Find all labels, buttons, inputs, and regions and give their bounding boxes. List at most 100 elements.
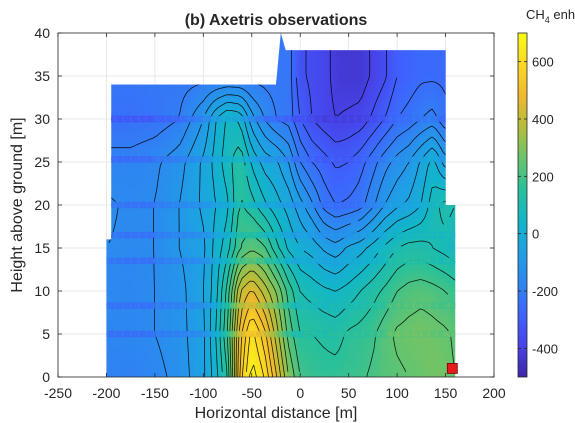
field-cell [152, 196, 156, 202]
field-cell [193, 183, 197, 189]
field-cell [152, 368, 156, 374]
field-cell [246, 166, 250, 171]
field-cell [208, 316, 211, 322]
field-cell [242, 325, 245, 331]
field-cell [191, 136, 195, 141]
field-cell [157, 153, 161, 159]
field-cell [142, 239, 146, 245]
field-cell [171, 97, 175, 103]
field-cell [249, 166, 253, 171]
field-cell [198, 338, 202, 343]
field-cell [133, 170, 136, 176]
field-cell [234, 226, 238, 232]
field-cell [225, 222, 228, 227]
field-cell [217, 183, 221, 189]
field-cell [154, 273, 158, 279]
field-cell [154, 364, 158, 369]
field-cell [244, 149, 248, 154]
field-cell [251, 187, 255, 193]
field-cell [251, 217, 255, 223]
field-cell [220, 131, 224, 137]
field-cell [154, 243, 158, 249]
field-cell [208, 299, 211, 305]
field-cell [123, 84, 127, 90]
field-cell [169, 278, 173, 283]
field-cell [123, 136, 127, 141]
field-cell [183, 166, 187, 171]
field-cell [157, 308, 161, 313]
field-cell [191, 252, 195, 257]
field-cell [208, 106, 211, 111]
field-cell [210, 187, 214, 193]
field-cell [179, 153, 182, 159]
field-cell [183, 308, 187, 313]
field-cell [135, 291, 139, 296]
field-cell [154, 166, 158, 171]
field-cell [251, 222, 255, 227]
field-cell [108, 346, 112, 352]
field-cell [137, 291, 141, 296]
field-cell [135, 127, 139, 133]
field-cell [113, 308, 117, 313]
field-cell [106, 338, 110, 343]
field-cell [152, 162, 156, 167]
field-cell [188, 243, 192, 249]
field-cell [246, 308, 250, 313]
field-cell [246, 325, 250, 331]
field-cell [205, 110, 209, 116]
field-cell [123, 299, 127, 305]
field-cell [254, 136, 258, 141]
field-cell [181, 174, 185, 180]
field-cell [208, 162, 211, 167]
field-cell [130, 265, 134, 270]
field-cell [217, 355, 221, 361]
field-cell [157, 282, 161, 288]
field-cell [157, 123, 161, 128]
field-cell [120, 342, 124, 348]
field-cell [142, 127, 146, 133]
field-cell [150, 213, 153, 219]
field-cell [157, 346, 161, 352]
field-cell [150, 359, 153, 365]
field-cell [193, 149, 197, 154]
field-cell [169, 106, 173, 111]
field-cell [152, 308, 156, 313]
field-cell [229, 243, 233, 249]
field-cell [198, 372, 202, 377]
field-cell [188, 299, 192, 305]
field-cell [137, 144, 141, 150]
field-cell [249, 239, 253, 245]
field-cell [171, 84, 175, 90]
field-cell [210, 355, 214, 361]
field-cell [142, 144, 146, 150]
field-cell [179, 269, 182, 275]
field-cell [234, 239, 238, 245]
field-cell [183, 222, 187, 227]
field-cell [174, 97, 178, 103]
field-cell [210, 93, 214, 98]
field-cell [140, 351, 144, 356]
field-cell [237, 269, 241, 275]
field-cell [213, 273, 216, 279]
field-cell [118, 140, 122, 146]
field-cell [217, 372, 221, 377]
field-cell [200, 149, 204, 154]
field-cell [200, 364, 204, 369]
field-cell [244, 364, 248, 369]
field-cell [130, 174, 134, 180]
field-cell [183, 351, 187, 356]
field-cell [130, 286, 134, 292]
field-cell [215, 209, 219, 214]
field-cell [244, 162, 248, 167]
field-cell [128, 101, 132, 107]
field-cell [179, 183, 182, 189]
field-cell [193, 316, 197, 322]
field-cell [116, 136, 119, 141]
field-cell [157, 295, 161, 300]
field-cell [225, 123, 228, 128]
field-cell [254, 196, 258, 202]
field-cell [133, 209, 136, 214]
field-cell [232, 93, 236, 98]
field-cell [232, 127, 236, 133]
field-cell [242, 131, 245, 137]
